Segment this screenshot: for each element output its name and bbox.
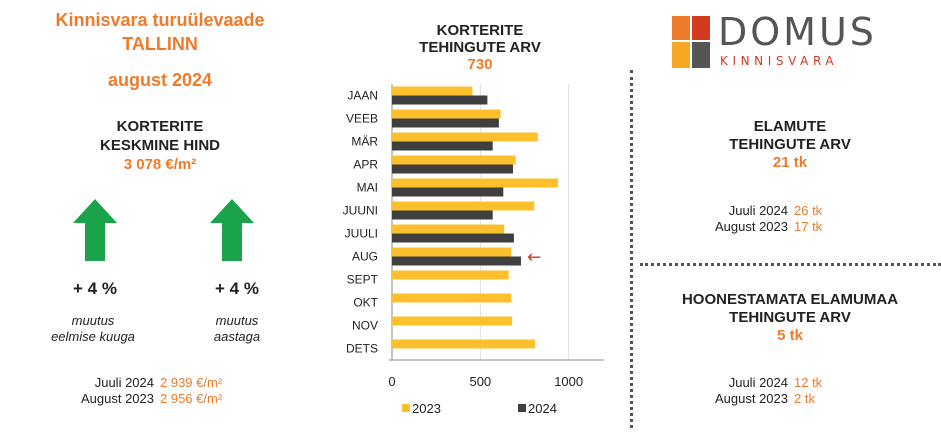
- comparison-label: August 2023: [714, 219, 788, 234]
- price-comparison-row: August 2023 2 956 €/m²: [16, 391, 222, 407]
- bar-2024-juuni: [392, 210, 493, 220]
- price-comparison-row: Juuli 2024 2 939 €/m²: [16, 375, 222, 391]
- category-label: OKT: [353, 296, 378, 310]
- comparison-value: 2 956 €/m²: [160, 391, 223, 406]
- comparison-label: August 2023: [714, 391, 788, 406]
- x-tick-label: 500: [469, 374, 491, 389]
- bar-2024-mai: [392, 187, 504, 197]
- vertical-divider: [630, 70, 633, 428]
- houses-label-2: TEHINGUTE ARV: [729, 136, 851, 153]
- report-city: TALLINN: [122, 34, 198, 54]
- logo-subtitle: KINNISVARA: [720, 54, 839, 68]
- bar-2024-mär: [392, 141, 493, 151]
- apartment-transactions-chart: JAAN VEEB MÄR APR MAI JUUNI JUULI AUG ← SEPT OKT NO…: [343, 84, 604, 416]
- bar-2024-apr: [392, 164, 514, 174]
- horizontal-divider: [640, 263, 941, 266]
- left-panel: Kinnisvara turuülevaade TALLINN august 2…: [0, 0, 320, 433]
- houses-comparison-row: August 2023 17 tk: [668, 219, 822, 235]
- legend-label-2024: 2024: [528, 401, 557, 416]
- category-label: JUUNI: [343, 204, 378, 218]
- year-change-caption-1: muutus: [215, 313, 259, 328]
- land-label-1: HOONESTAMATA ELAMUMAA: [681, 291, 899, 308]
- category-label: VEEB: [346, 112, 378, 126]
- bar-2023-juuli: [392, 224, 505, 234]
- bar-2023-jaan: [392, 86, 473, 96]
- comparison-value: 2 939 €/m²: [160, 375, 223, 390]
- bar-2024-aug: [392, 256, 521, 266]
- month-change-caption-1: muutus: [71, 313, 115, 328]
- comparison-label: Juuli 2024: [728, 375, 788, 390]
- bar-2023-okt: [392, 293, 512, 303]
- comparison-label: Juuli 2024: [728, 203, 788, 218]
- bar-2024-juuli: [392, 233, 514, 243]
- bar-2023-juuni: [392, 201, 535, 211]
- category-label: JAAN: [347, 89, 378, 103]
- comparison-value: 26 tk: [794, 203, 823, 218]
- category-label: DETS: [346, 342, 378, 356]
- category-label: JUULI: [345, 227, 378, 241]
- chart-title-line-1: KORTERITE: [436, 22, 524, 39]
- month-change-caption-2: eelmise kuuga: [51, 329, 135, 344]
- chart-title: KORTERITE TEHINGUTE ARV 730: [390, 22, 570, 73]
- chart-headline-value: 730: [467, 56, 493, 73]
- category-label: AUG: [352, 250, 378, 264]
- apartment-price-label-1: KORTERITE: [116, 118, 204, 135]
- land-summary: HOONESTAMATA ELAMUMAA TEHINGUTE ARV 5 tk: [640, 291, 940, 345]
- arrow-up-icon: [73, 199, 117, 261]
- comparison-value: 12 tk: [794, 375, 823, 390]
- bar-2024-jaan: [392, 95, 488, 105]
- apartment-price-value: 3 078 €/m²: [123, 156, 197, 173]
- year-change-value: + 4 %: [215, 279, 259, 298]
- houses-value: 21 tk: [772, 154, 808, 171]
- category-label: SEPT: [347, 273, 379, 287]
- x-tick-label: 1000: [554, 374, 583, 389]
- land-label-2: TEHINGUTE ARV: [729, 309, 851, 326]
- chart-grid: [389, 84, 604, 361]
- bar-2023-dets: [392, 339, 536, 349]
- houses-comparison-row: Juuli 2024 26 tk: [668, 203, 822, 219]
- bar-2023-sept: [392, 270, 509, 280]
- houses-summary: ELAMUTE TEHINGUTE ARV 21 tk: [640, 118, 940, 172]
- year-change-caption-2: aastaga: [213, 329, 261, 344]
- chart-category-labels: JAAN VEEB MÄR APR MAI JUUNI JUULI AUG ← SEPT OKT NO…: [343, 89, 542, 356]
- land-value: 5 tk: [777, 327, 803, 344]
- bar-2023-veeb: [392, 109, 501, 119]
- legend-swatch-2023: [402, 404, 410, 412]
- category-label: MAI: [357, 181, 378, 195]
- chart-legend: 2023 2024: [402, 401, 557, 416]
- comparison-label: August 2023: [80, 391, 154, 406]
- comparison-value: 2 tk: [794, 391, 815, 406]
- bar-2023-mär: [392, 132, 538, 142]
- month-change-value: + 4 %: [73, 279, 117, 298]
- highlight-arrow-icon: ←: [527, 248, 541, 268]
- category-label: NOV: [352, 319, 378, 333]
- chart-x-ticks: 0 500 1000: [388, 374, 583, 389]
- bar-2024-veeb: [392, 118, 499, 128]
- comparison-value: 17 tk: [794, 219, 823, 234]
- houses-label-1: ELAMUTE: [753, 118, 827, 135]
- chart-bars: [392, 86, 559, 349]
- category-label: APR: [353, 158, 378, 172]
- bar-2023-apr: [392, 155, 516, 165]
- domus-logo: DOMUS KINNISVARA: [672, 10, 922, 72]
- land-comparison-row: Juuli 2024 12 tk: [668, 375, 822, 391]
- apartment-price-label-2: KESKMINE HIND: [99, 137, 220, 154]
- bar-2023-aug: [392, 247, 512, 257]
- legend-label-2023: 2023: [412, 401, 441, 416]
- comparison-label: Juuli 2024: [94, 375, 154, 390]
- category-label: MÄR: [351, 135, 378, 149]
- logo-name: DOMUS: [718, 10, 877, 54]
- arrow-up-icon: [210, 199, 254, 261]
- x-tick-label: 0: [388, 374, 395, 389]
- chart-title-line-2: TEHINGUTE ARV: [419, 39, 541, 56]
- report-title: Kinnisvara turuülevaade: [55, 10, 265, 30]
- report-period: august 2024: [107, 70, 213, 90]
- bar-2023-mai: [392, 178, 559, 188]
- legend-swatch-2024: [518, 404, 526, 412]
- bar-2023-nov: [392, 316, 513, 326]
- logo-mark-icon: [672, 16, 710, 68]
- land-comparison-row: August 2023 2 tk: [668, 391, 815, 407]
